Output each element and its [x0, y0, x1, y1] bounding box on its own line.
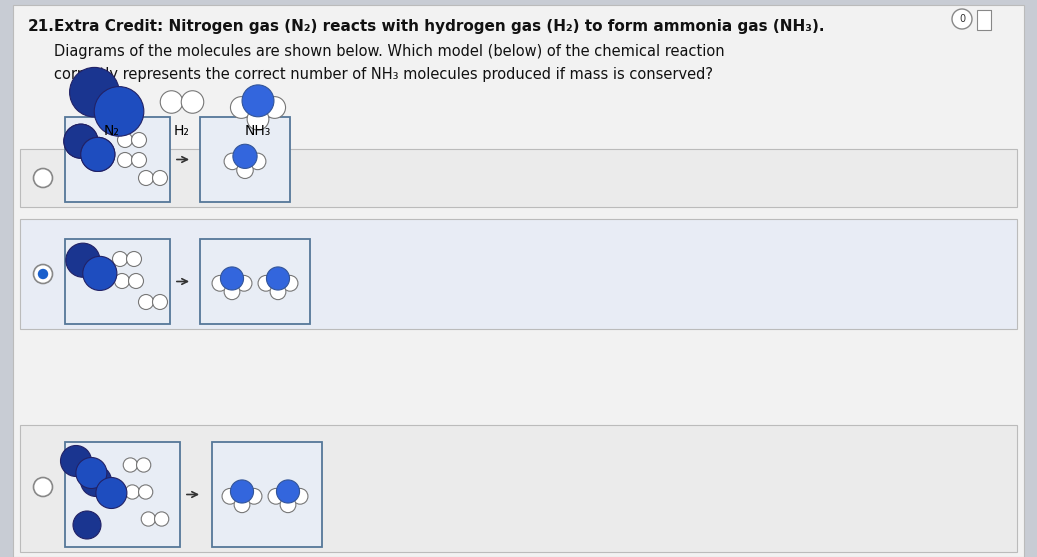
- Circle shape: [60, 446, 91, 476]
- Circle shape: [81, 138, 115, 172]
- Bar: [65, 442, 180, 547]
- Text: NH₃: NH₃: [245, 124, 272, 138]
- Text: H₂: H₂: [174, 124, 190, 138]
- Circle shape: [246, 488, 262, 504]
- Circle shape: [125, 485, 139, 499]
- Circle shape: [117, 153, 133, 168]
- Circle shape: [258, 275, 274, 291]
- Circle shape: [64, 124, 97, 158]
- Text: 0: 0: [959, 14, 965, 24]
- Bar: [20, 219, 1017, 329]
- Bar: [200, 239, 310, 324]
- Circle shape: [73, 511, 101, 539]
- Bar: [20, 149, 1017, 207]
- Circle shape: [117, 133, 133, 148]
- Circle shape: [127, 252, 141, 266]
- Circle shape: [250, 153, 265, 170]
- Circle shape: [37, 269, 48, 279]
- Text: correctly represents the correct number of NH₃ molecules produced if mass is con: correctly represents the correct number …: [54, 67, 713, 82]
- Circle shape: [95, 477, 127, 509]
- Bar: [65, 117, 170, 202]
- Circle shape: [139, 170, 153, 185]
- Circle shape: [139, 485, 152, 499]
- Circle shape: [224, 153, 241, 170]
- Bar: [65, 239, 170, 324]
- Circle shape: [94, 86, 144, 136]
- Circle shape: [152, 170, 168, 185]
- Circle shape: [161, 91, 183, 113]
- Circle shape: [234, 497, 250, 512]
- Circle shape: [69, 67, 119, 117]
- Circle shape: [242, 85, 274, 117]
- Circle shape: [270, 284, 286, 300]
- Bar: [977, 10, 991, 30]
- Circle shape: [33, 477, 53, 496]
- Circle shape: [112, 252, 128, 266]
- Circle shape: [137, 458, 150, 472]
- Bar: [20, 425, 1017, 552]
- Circle shape: [139, 295, 153, 310]
- Circle shape: [33, 265, 53, 284]
- Circle shape: [64, 124, 97, 158]
- Circle shape: [230, 480, 254, 503]
- Text: N₂: N₂: [104, 124, 120, 138]
- Bar: [200, 117, 290, 202]
- Circle shape: [233, 144, 257, 168]
- Circle shape: [114, 273, 130, 289]
- Circle shape: [282, 275, 298, 291]
- Circle shape: [129, 273, 143, 289]
- Circle shape: [221, 267, 244, 290]
- Circle shape: [230, 96, 252, 119]
- Circle shape: [247, 108, 269, 130]
- Circle shape: [224, 284, 240, 300]
- Circle shape: [132, 153, 146, 168]
- Circle shape: [212, 275, 228, 291]
- Circle shape: [280, 497, 296, 512]
- Circle shape: [263, 96, 285, 119]
- Circle shape: [81, 138, 115, 172]
- Circle shape: [277, 480, 300, 503]
- Circle shape: [267, 267, 289, 290]
- Circle shape: [123, 458, 138, 472]
- Circle shape: [222, 488, 237, 504]
- Circle shape: [33, 169, 53, 188]
- Circle shape: [81, 466, 112, 496]
- Circle shape: [155, 512, 169, 526]
- Circle shape: [236, 275, 252, 291]
- Text: 21.: 21.: [28, 19, 55, 34]
- Text: Extra Credit: Nitrogen gas (N₂) reacts with hydrogen gas (H₂) to form ammonia ga: Extra Credit: Nitrogen gas (N₂) reacts w…: [54, 19, 824, 34]
- Circle shape: [132, 133, 146, 148]
- Circle shape: [952, 9, 972, 29]
- Circle shape: [83, 256, 117, 290]
- Circle shape: [141, 512, 156, 526]
- Circle shape: [268, 488, 284, 504]
- Circle shape: [66, 243, 100, 277]
- Text: Diagrams of the molecules are shown below. Which model (below) of the chemical r: Diagrams of the molecules are shown belo…: [54, 44, 725, 59]
- Circle shape: [76, 457, 107, 488]
- Circle shape: [292, 488, 308, 504]
- Circle shape: [236, 162, 253, 178]
- Circle shape: [181, 91, 203, 113]
- Bar: [212, 442, 323, 547]
- Circle shape: [152, 295, 168, 310]
